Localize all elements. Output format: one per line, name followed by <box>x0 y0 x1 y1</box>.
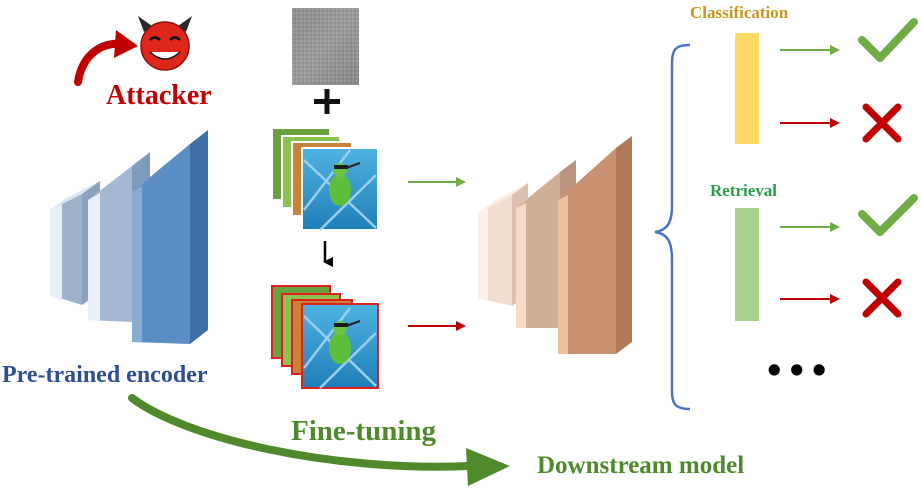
encoder-label: Pre-trained encoder <box>2 362 208 388</box>
check-icon <box>858 18 918 62</box>
fine-tuning-label: Fine-tuning <box>291 415 437 447</box>
clean-image-stack <box>271 127 379 231</box>
classification-label: Classification <box>690 3 789 22</box>
classification-bar <box>735 33 759 144</box>
check-icon <box>858 194 918 236</box>
retrieval-bar <box>735 208 759 321</box>
retrieval-label: Retrieval <box>710 181 778 200</box>
noise-patch-icon <box>292 8 359 85</box>
cross-icon <box>862 278 902 318</box>
more-tasks-ellipsis: ••• <box>764 352 832 390</box>
cross-icon <box>862 103 902 143</box>
attacker-label: Attacker <box>106 80 212 111</box>
fine-tuning-arrow <box>128 394 510 486</box>
attack-arrow-icon <box>74 30 138 86</box>
plus-icon <box>314 89 340 114</box>
encoder-layer-3 <box>132 130 208 344</box>
task-brace <box>654 43 691 411</box>
downstream-layer-3 <box>558 136 632 354</box>
downstream-label: Downstream model <box>537 452 745 479</box>
devil-face-icon <box>138 16 192 71</box>
poisoned-image-stack <box>271 285 379 389</box>
